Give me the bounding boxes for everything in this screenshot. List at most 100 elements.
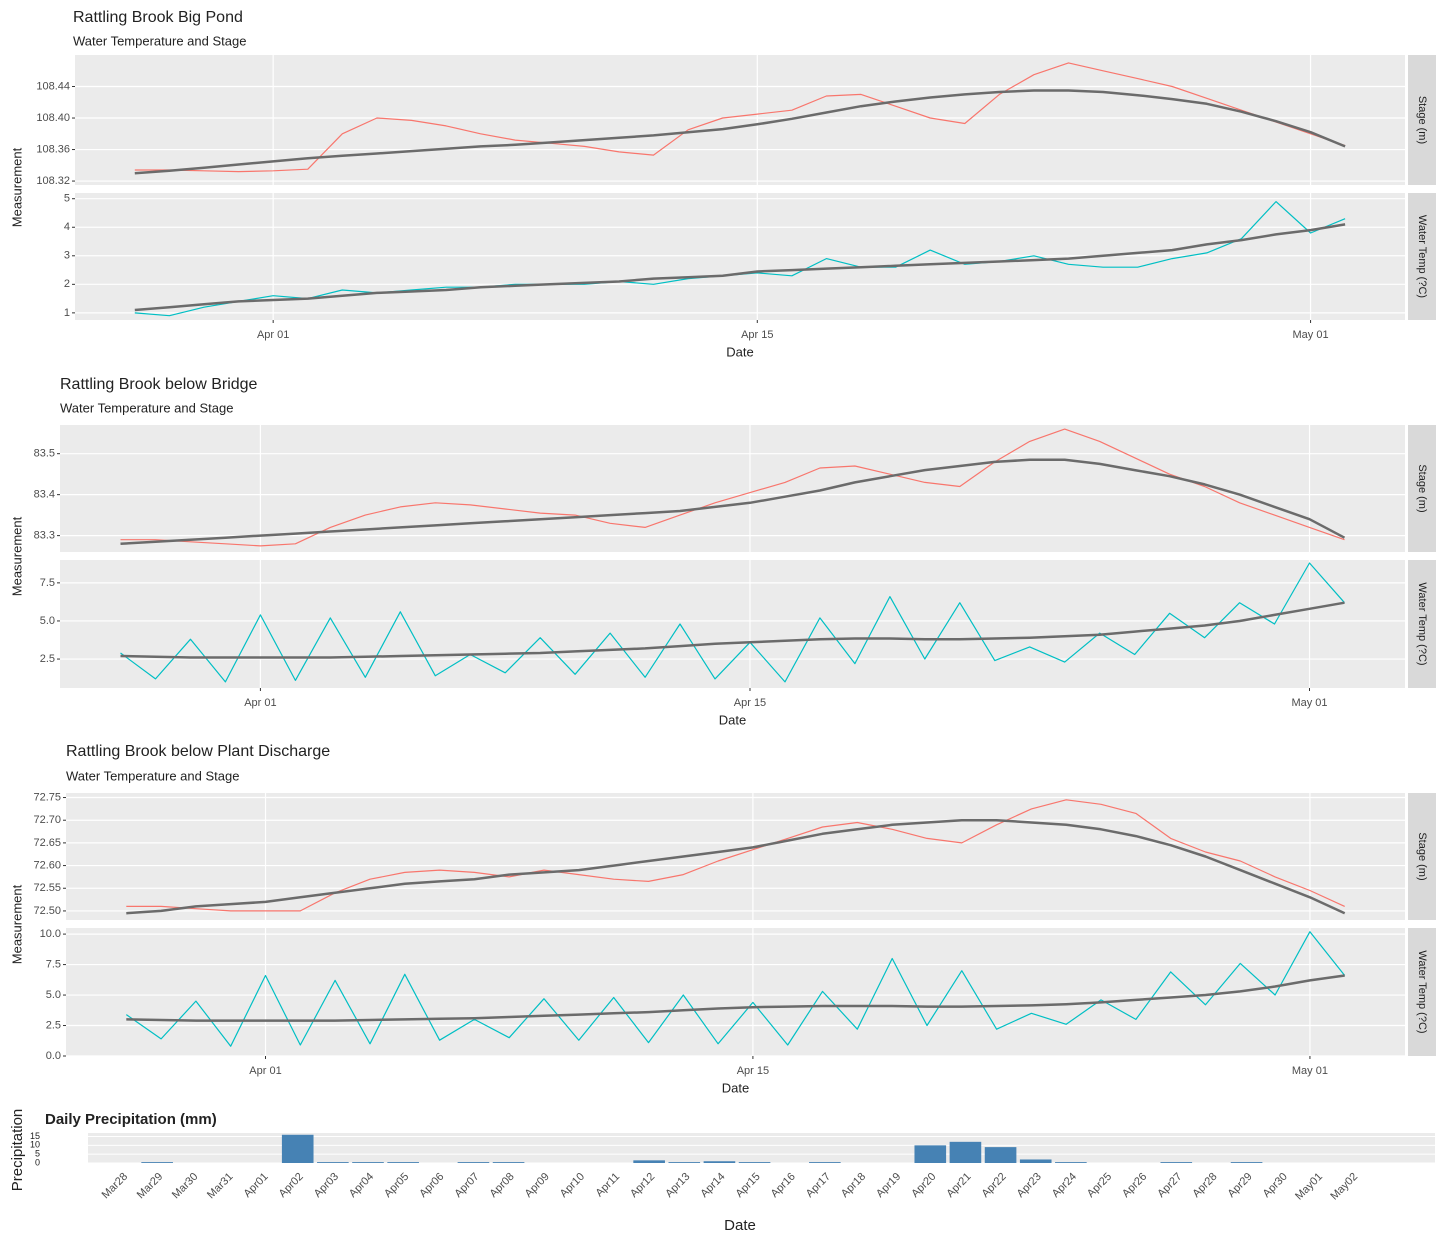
chart-subtitle: Water Temperature and Stage — [60, 400, 233, 415]
y-axis-title: Precipitation — [9, 1109, 26, 1192]
x-tick-label: Apr19 — [874, 1171, 903, 1200]
chart-subtitle: Water Temperature and Stage — [66, 768, 239, 783]
x-axis-title: Date — [722, 1080, 749, 1095]
facet-strip-label: Stage (m) — [1416, 832, 1428, 880]
x-tick-label: Mar30 — [170, 1171, 201, 1202]
x-tick-label: May 01 — [1292, 1065, 1328, 1077]
y-tick-label: 15 — [30, 1131, 40, 1141]
x-tick-label: May 01 — [1293, 329, 1329, 341]
data-line — [126, 818, 1346, 915]
x-tick-label: Apr11 — [594, 1171, 623, 1200]
bar — [492, 1162, 525, 1163]
data-line — [134, 62, 1346, 173]
facet-strip-label: Water Temp (?C) — [1416, 215, 1428, 298]
y-tick-label: 72.65 — [33, 837, 61, 849]
data-line — [120, 562, 1345, 683]
x-tick-label: Apr20 — [909, 1171, 938, 1200]
x-tick-label: Apr16 — [769, 1171, 798, 1200]
x-tick-label: Apr22 — [980, 1171, 1009, 1200]
x-tick-label: Apr18 — [839, 1171, 868, 1200]
data-line — [125, 931, 1346, 1047]
x-tick-label: Apr 15 — [734, 697, 766, 709]
x-axis-title: Date — [724, 1217, 756, 1234]
y-tick-label: 83.4 — [34, 489, 55, 501]
panel-background — [66, 928, 1405, 1056]
chart-subtitle: Water Temperature and Stage — [73, 33, 246, 48]
data-line — [126, 799, 1345, 912]
x-tick-label: Apr23 — [1015, 1171, 1044, 1200]
facet-strip — [1408, 55, 1436, 185]
y-tick-label: 72.75 — [33, 791, 61, 803]
y-tick-label: 1 — [64, 307, 70, 319]
bar — [281, 1134, 314, 1163]
y-tick-label: 0 — [35, 1157, 40, 1167]
x-tick-label: Mar31 — [205, 1171, 236, 1202]
y-tick-label: 10.0 — [40, 928, 61, 940]
y-tick-label: 2 — [64, 278, 70, 290]
x-tick-label: Apr05 — [382, 1171, 411, 1200]
x-tick-label: Apr25 — [1085, 1171, 1114, 1200]
x-tick-label: Apr12 — [628, 1171, 657, 1200]
y-tick-label: 5.0 — [40, 615, 55, 627]
facet-strip — [1408, 928, 1436, 1056]
y-tick-label: 7.5 — [46, 958, 61, 970]
y-tick-label: 5 — [35, 1149, 40, 1159]
x-tick-label: Apr15 — [734, 1171, 763, 1200]
y-tick-label: 108.40 — [36, 112, 70, 124]
chart-title: Rattling Brook below Bridge — [60, 376, 258, 393]
y-tick-label: 108.32 — [36, 175, 70, 187]
data-line — [126, 974, 1345, 1022]
x-tick-label: Apr07 — [452, 1171, 481, 1200]
x-tick-label: May02 — [1328, 1171, 1360, 1203]
y-tick-label: 0.0 — [46, 1050, 61, 1062]
x-axis-title: Date — [726, 344, 753, 359]
bar — [1230, 1162, 1263, 1163]
x-tick-label: Apr14 — [698, 1171, 727, 1200]
x-tick-label: Apr21 — [944, 1171, 973, 1200]
x-tick-label: Apr 01 — [257, 329, 289, 341]
x-tick-label: Apr29 — [1226, 1171, 1255, 1200]
facet-strip-label: Stage (m) — [1416, 96, 1428, 144]
data-line — [134, 223, 1346, 312]
y-tick-label: 3 — [64, 250, 70, 262]
data-line — [134, 89, 1346, 175]
bar — [457, 1162, 490, 1163]
x-tick-label: Apr13 — [663, 1171, 692, 1200]
x-tick-label: Apr 01 — [244, 697, 276, 709]
bar — [1055, 1162, 1087, 1163]
x-tick-label: Apr02 — [277, 1171, 306, 1200]
x-tick-label: Apr01 — [242, 1171, 271, 1200]
x-axis-title: Date — [719, 712, 746, 727]
data-line — [120, 601, 1345, 659]
bar — [1160, 1162, 1193, 1163]
panel-background — [60, 425, 1405, 552]
bar — [738, 1162, 771, 1163]
bar — [668, 1162, 701, 1163]
data-line — [120, 428, 1345, 547]
facet-strip — [1408, 560, 1436, 688]
bar — [914, 1145, 947, 1163]
chart-title: Daily Precipitation (mm) — [45, 1111, 217, 1128]
y-tick-label: 10 — [30, 1140, 40, 1150]
y-tick-label: 2.5 — [46, 1019, 61, 1031]
x-tick-label: Apr 01 — [249, 1065, 281, 1077]
bar — [984, 1147, 1017, 1163]
x-tick-label: Apr28 — [1190, 1171, 1219, 1200]
x-tick-label: May 01 — [1291, 697, 1327, 709]
facet-strip — [1408, 193, 1436, 320]
bar — [809, 1162, 841, 1163]
facet-strip — [1408, 793, 1436, 920]
data-line — [120, 458, 1346, 546]
x-tick-label: Apr06 — [417, 1171, 446, 1200]
y-tick-label: 2.5 — [40, 653, 55, 665]
y-axis-title: Measurement — [9, 884, 24, 964]
x-tick-label: Apr 15 — [741, 329, 773, 341]
facet-strip — [1408, 425, 1436, 552]
x-tick-label: May01 — [1293, 1171, 1325, 1203]
facet-strip-label: Water Temp (?C) — [1416, 950, 1428, 1033]
y-tick-label: 72.55 — [33, 882, 61, 894]
x-tick-label: Apr17 — [804, 1171, 833, 1200]
facet-strip-label: Stage (m) — [1416, 464, 1428, 512]
bar — [352, 1162, 384, 1163]
bar — [141, 1162, 173, 1163]
